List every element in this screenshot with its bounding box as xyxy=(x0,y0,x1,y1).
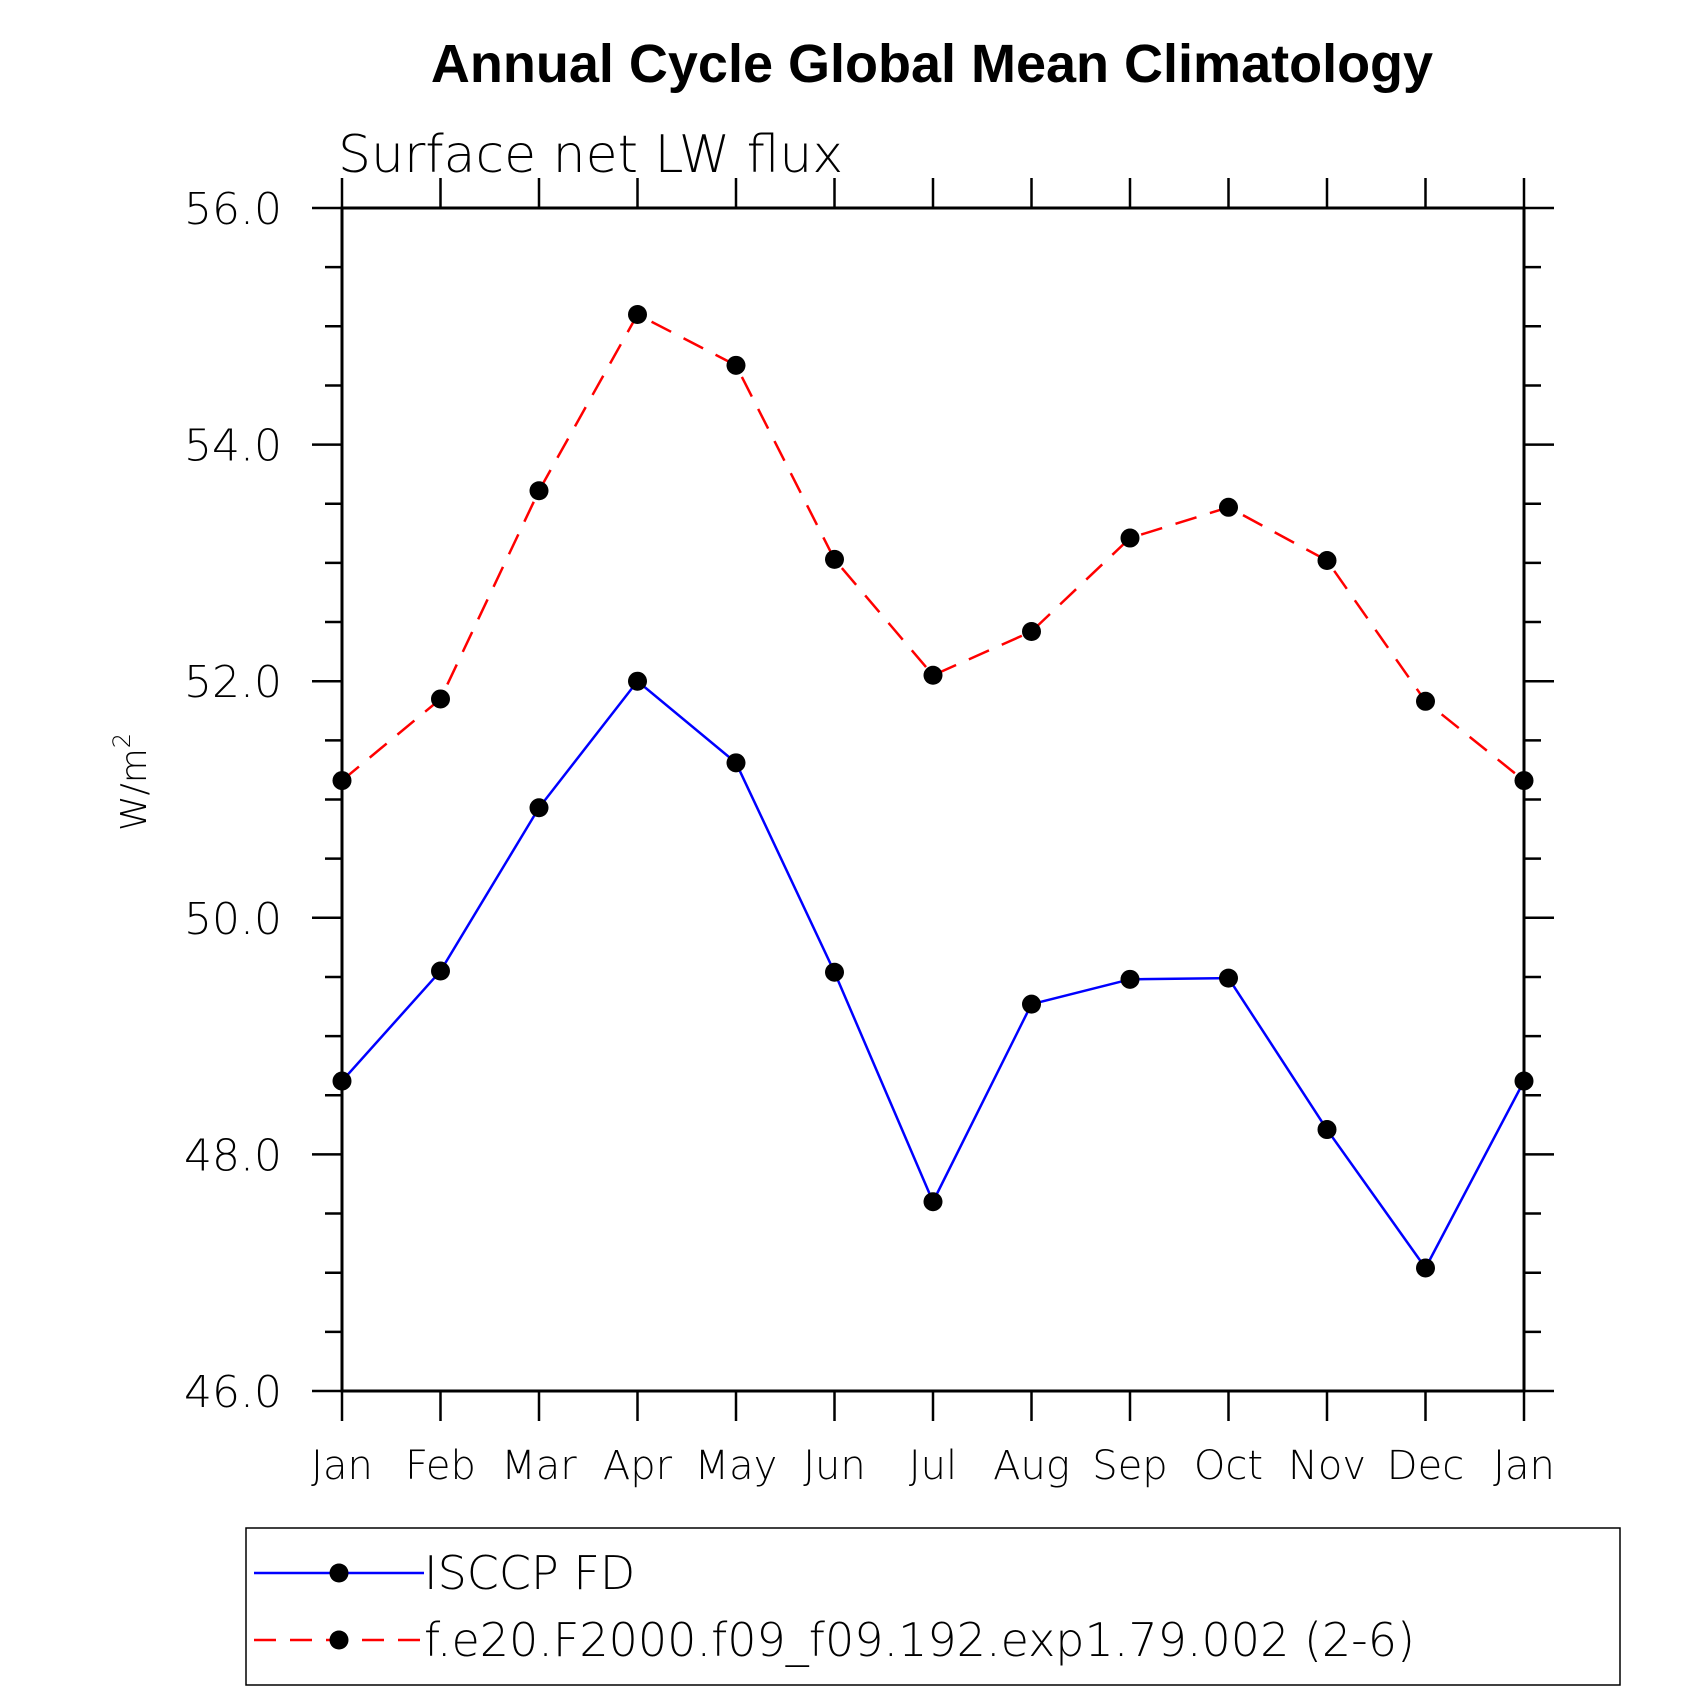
data-point xyxy=(1514,1071,1534,1091)
data-point xyxy=(726,355,746,375)
data-point xyxy=(1317,1120,1337,1140)
y-tick-label: 46.0 xyxy=(184,1367,282,1418)
data-point xyxy=(825,962,844,982)
x-tick-label: Jul xyxy=(909,1443,957,1489)
data-point xyxy=(1317,551,1337,571)
legend-label: f.e20.F2000.f09_f09.192.exp1.79.002 (2-6… xyxy=(424,1613,1415,1667)
x-tick-label: Feb xyxy=(405,1443,476,1489)
legend-marker xyxy=(329,1630,349,1650)
data-point xyxy=(1219,968,1238,988)
y-axis-label-superscript: 2 xyxy=(108,733,136,748)
data-point xyxy=(1219,497,1238,517)
legend-marker xyxy=(329,1563,349,1583)
data-point xyxy=(923,1192,943,1212)
data-point xyxy=(529,798,549,818)
data-point xyxy=(923,665,943,685)
data-point xyxy=(529,481,549,501)
series-line xyxy=(341,679,1526,1271)
x-tick-label: Sep xyxy=(1092,1443,1167,1489)
y-tick-label: 54.0 xyxy=(184,421,282,472)
data-point xyxy=(726,753,746,773)
y-tick-label: 50.0 xyxy=(184,894,282,945)
data-point xyxy=(628,671,647,691)
legend-label: ISCCP FD xyxy=(424,1546,635,1600)
series-observation xyxy=(332,671,1534,1278)
y-tick-label: 48.0 xyxy=(184,1130,282,1181)
y-tick-label: 52.0 xyxy=(184,657,282,708)
legend-box xyxy=(245,1527,1621,1686)
data-point xyxy=(431,961,450,981)
data-point xyxy=(1120,528,1140,548)
series-line xyxy=(341,312,1525,782)
svg-text:W/m2: W/m2 xyxy=(108,733,155,831)
plot-frame xyxy=(340,206,1526,1393)
data-point xyxy=(1416,691,1435,711)
series-model xyxy=(332,304,1534,791)
legend: ISCCP FD f.e20.F2000.f09_f09.192.exp1.79.… xyxy=(245,1527,1621,1686)
data-point xyxy=(1120,969,1140,989)
y-axis-label-text: W/m xyxy=(114,748,155,831)
data-point xyxy=(431,689,450,709)
y-tick-label: 56.0 xyxy=(184,184,282,235)
data-point xyxy=(1514,771,1534,791)
data-point xyxy=(332,771,352,791)
axes: 46.0 48.0 50.0 52.0 54.0 56.0 Jan Feb Mar Apr May J… xyxy=(184,178,1555,1489)
x-tick-label: Aug xyxy=(993,1443,1070,1489)
data-point xyxy=(1022,622,1041,642)
x-tick-label: Jan xyxy=(1493,1443,1555,1489)
x-tick-label: Jun xyxy=(803,1443,866,1489)
x-tick-label: Oct xyxy=(1194,1443,1263,1489)
x-tick-label: Apr xyxy=(603,1443,673,1489)
x-tick-label: Nov xyxy=(1288,1443,1366,1489)
data-point xyxy=(825,549,844,569)
chart-title: Annual Cycle Global Mean Climatology xyxy=(431,34,1433,94)
x-tick-label: Jan xyxy=(311,1443,373,1489)
x-tick-label: Mar xyxy=(501,1443,577,1489)
chart-subtitle: Surface net LW flux xyxy=(338,125,843,185)
data-point xyxy=(1416,1258,1435,1278)
data-point xyxy=(1022,994,1041,1014)
x-tick-label: Dec xyxy=(1387,1443,1464,1489)
series-layer xyxy=(332,304,1534,1278)
data-point xyxy=(628,304,647,324)
y-axis-label: W/m2 xyxy=(108,733,155,831)
x-tick-label: May xyxy=(695,1443,778,1489)
data-point xyxy=(332,1071,352,1091)
